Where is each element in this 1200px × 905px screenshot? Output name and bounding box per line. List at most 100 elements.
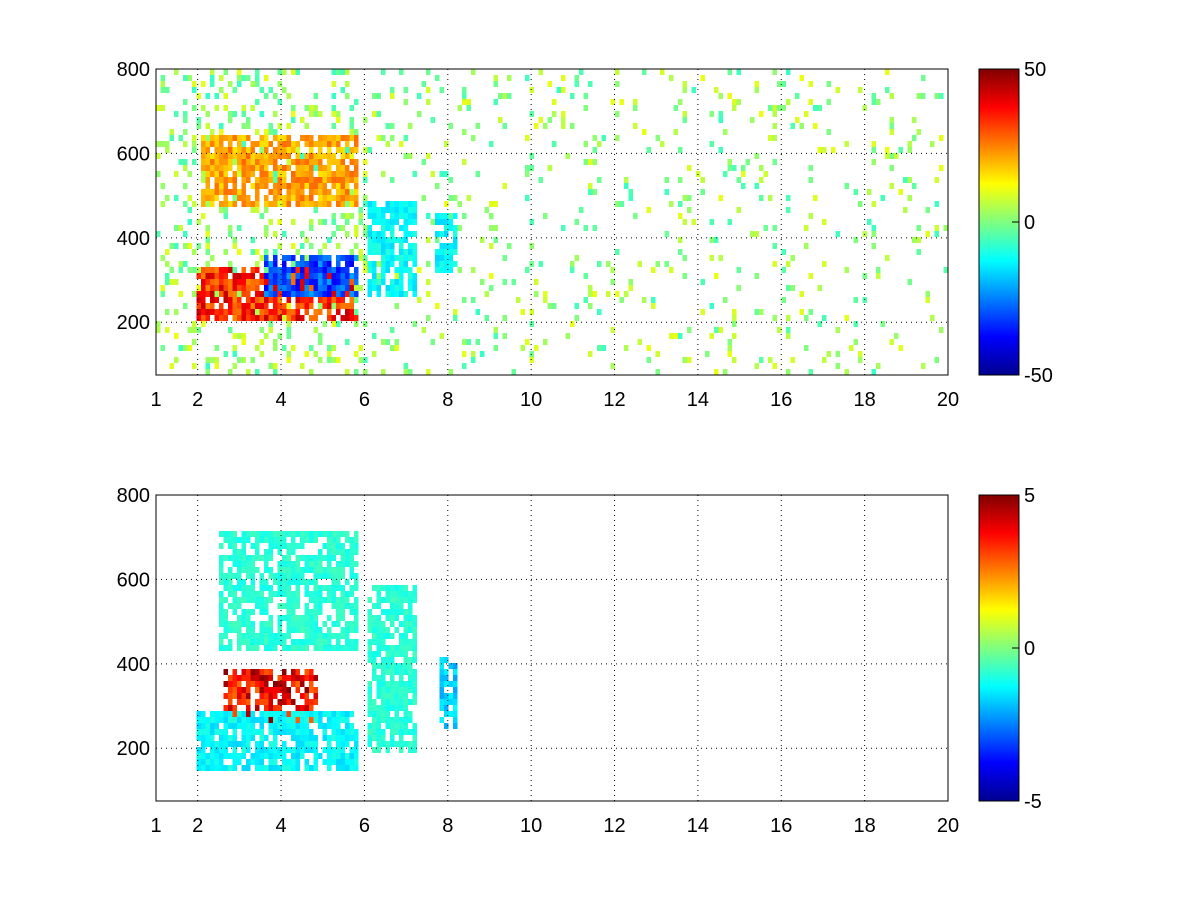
heatmap-cell — [381, 717, 386, 723]
heatmap-cell — [390, 741, 395, 747]
heatmap-cell — [214, 765, 219, 771]
heatmap-cell — [241, 285, 246, 291]
heatmap-cell — [327, 171, 332, 177]
heatmap-cell — [291, 159, 296, 165]
heatmap-cell — [282, 135, 287, 141]
heatmap-cell — [178, 135, 183, 141]
heatmap-cell — [304, 747, 309, 753]
heatmap-cell — [214, 717, 219, 723]
heatmap-cell — [480, 237, 485, 243]
heatmap-cell — [804, 345, 809, 351]
heatmap-cell — [223, 147, 228, 153]
heatmap-cell — [345, 219, 350, 225]
heatmap-cell — [223, 213, 228, 219]
heatmap-cell — [223, 579, 228, 585]
heatmap-cell — [853, 189, 858, 195]
heatmap-cell — [250, 729, 255, 735]
heatmap-cell — [241, 195, 246, 201]
heatmap-cell — [246, 75, 251, 81]
heatmap-cell — [367, 207, 372, 213]
heatmap-cell — [228, 201, 233, 207]
heatmap-cell — [345, 579, 350, 585]
heatmap-cell — [376, 285, 381, 291]
heatmap-cell — [246, 615, 251, 621]
heatmap-cell — [259, 279, 264, 285]
heatmap-cell — [304, 609, 309, 615]
heatmap-cell — [403, 645, 408, 651]
heatmap-cell — [439, 87, 444, 93]
heatmap-cell — [187, 243, 192, 249]
heatmap-cell — [327, 531, 332, 537]
heatmap-cell — [345, 93, 350, 99]
heatmap-cell — [232, 159, 237, 165]
heatmap-cell — [354, 531, 359, 537]
heatmap-cell — [327, 537, 332, 543]
heatmap-cell — [318, 639, 323, 645]
heatmap-cell — [412, 681, 417, 687]
heatmap-cell — [264, 75, 269, 81]
heatmap-cell — [385, 261, 390, 267]
heatmap-cell — [327, 135, 332, 141]
heatmap-cell — [219, 153, 224, 159]
heatmap-cell — [304, 633, 309, 639]
heatmap-cell — [282, 699, 287, 705]
heatmap-cell — [282, 285, 287, 291]
heatmap-cell — [529, 153, 534, 159]
heatmap-cell — [871, 225, 876, 231]
x-tick-label: 18 — [854, 389, 876, 411]
heatmap-cell — [534, 345, 539, 351]
heatmap-cell — [340, 255, 345, 261]
heatmap-cell — [565, 153, 570, 159]
heatmap-cell — [318, 279, 323, 285]
heatmap-cell — [241, 339, 246, 345]
heatmap-cell — [214, 753, 219, 759]
heatmap-cell — [223, 315, 228, 321]
heatmap-cell — [768, 135, 773, 141]
heatmap-cell — [250, 309, 255, 315]
heatmap-cell — [322, 759, 327, 765]
heatmap-cell — [313, 735, 318, 741]
heatmap-cell — [237, 285, 242, 291]
heatmap-cell — [390, 225, 395, 231]
heatmap-cell — [241, 531, 246, 537]
heatmap-cell — [237, 171, 242, 177]
heatmap-cell — [169, 243, 174, 249]
heatmap-cell — [322, 165, 327, 171]
heatmap-cell — [336, 639, 341, 645]
heatmap-cell — [457, 201, 462, 207]
heatmap-cell — [327, 261, 332, 267]
heatmap-cell — [232, 597, 237, 603]
heatmap-cell — [309, 681, 314, 687]
heatmap-cell — [295, 147, 300, 153]
heatmap-cell — [349, 189, 354, 195]
heatmap-cell — [381, 699, 386, 705]
heatmap-cell — [241, 357, 246, 363]
heatmap-cell — [282, 141, 287, 147]
heatmap-cell — [295, 531, 300, 537]
heatmap-cell — [340, 297, 345, 303]
heatmap-cell — [318, 531, 323, 537]
heatmap-cell — [754, 81, 759, 87]
heatmap-cell — [286, 561, 291, 567]
heatmap-cell — [223, 597, 228, 603]
heatmap-cell — [817, 105, 822, 111]
heatmap-cell — [228, 303, 233, 309]
heatmap-cell — [187, 345, 192, 351]
heatmap-cell — [331, 645, 336, 651]
heatmap-cell — [237, 291, 242, 297]
heatmap-cell — [660, 69, 665, 75]
heatmap-cell — [390, 243, 395, 249]
heatmap-cell — [327, 273, 332, 279]
heatmap-cell — [232, 609, 237, 615]
heatmap-cell — [309, 633, 314, 639]
heatmap-cell — [268, 699, 273, 705]
heatmap-cell — [250, 585, 255, 591]
heatmap-cell — [430, 117, 435, 123]
heatmap-cell — [385, 699, 390, 705]
heatmap-cell — [232, 537, 237, 543]
heatmap-cell — [678, 99, 683, 105]
heatmap-cell — [493, 333, 498, 339]
heatmap-cell — [399, 687, 404, 693]
heatmap-cell — [709, 219, 714, 225]
heatmap-cell — [255, 747, 260, 753]
